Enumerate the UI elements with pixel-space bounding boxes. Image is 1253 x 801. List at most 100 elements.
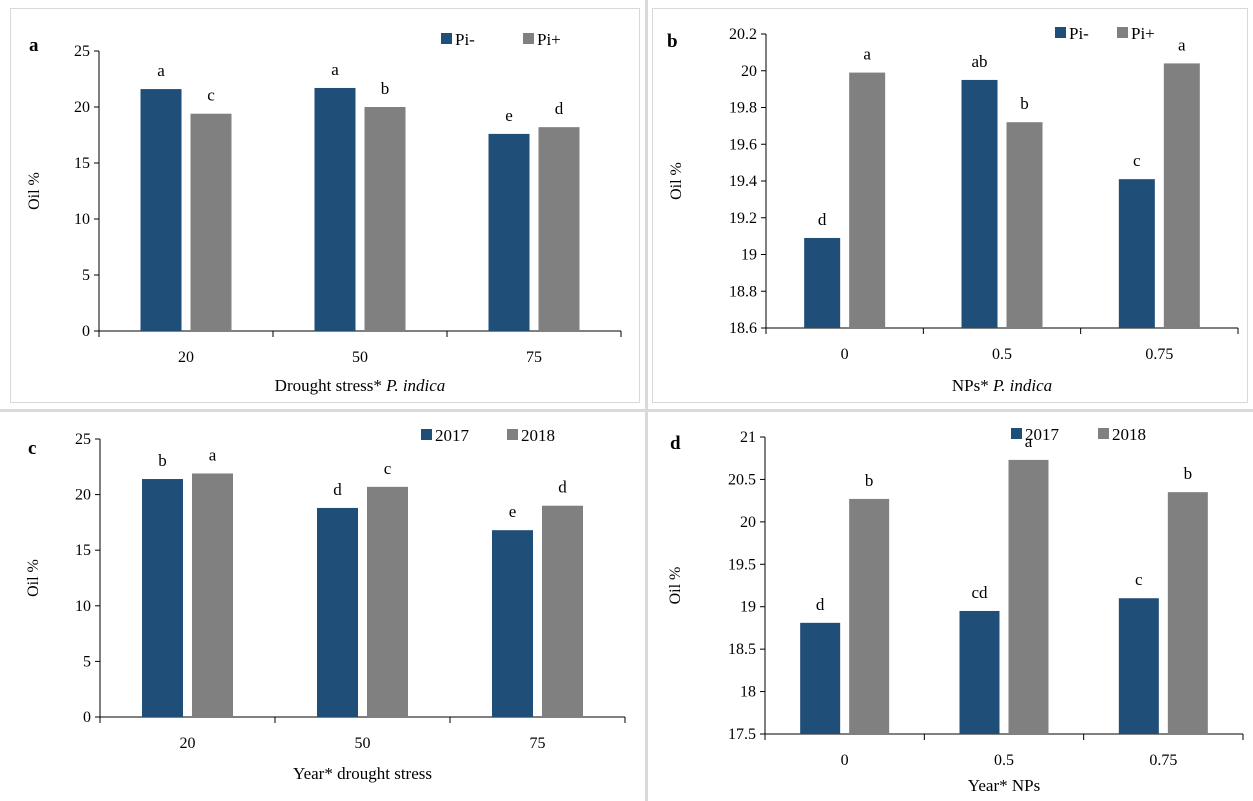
x-tick-label: 75 [530,735,546,752]
y-tick-label: 25 [75,431,91,448]
y-tick-label: 19 [740,599,756,616]
y-tick-label: 20.2 [729,26,757,43]
y-tick-label: 15 [75,542,91,559]
y-tick-label: 20 [741,63,757,80]
legend-entry: 2018 [1112,425,1146,444]
bar-Pi+ [1006,122,1043,328]
legend-entry: Pi+ [537,30,561,49]
y-tick-label: 19.6 [729,136,757,153]
legend-entry: Pi+ [1131,24,1155,43]
bar-2018 [1167,492,1208,734]
bar-significance-label: a [1178,35,1186,54]
bar-2018 [542,505,583,717]
bar-Pi- [488,133,530,331]
y-tick-label: 19.5 [728,556,756,573]
y-tick-label: 25 [74,43,90,60]
legend-swatch [1055,27,1066,38]
legend-swatch [1117,27,1128,38]
bar-significance-label: b [158,451,167,470]
legend-entry: Pi- [1069,24,1089,43]
y-tick-label: 20.5 [728,471,756,488]
legend-swatch [507,429,518,440]
bar-Pi+ [190,113,232,331]
x-tick-label: 0.75 [1145,346,1173,363]
bar-2018 [192,473,233,717]
y-tick-label: 5 [82,267,90,284]
bar-significance-label: c [384,459,392,478]
chart-d-svg: d 17.5 18 18.5 19 19.5 20 20.5 21 0 0.5 0.75 d cd c b a b… [667,425,1244,795]
bar-significance-label: a [331,60,339,79]
x-tick-label: 50 [352,349,368,366]
x-axis-label: Year* NPs [968,776,1040,795]
bar-2017 [959,610,1000,734]
y-tick-label: 18.6 [729,320,757,337]
y-tick-label: 18 [740,684,756,701]
panel-label: a [29,35,39,56]
x-axis-label: Year* drought stress [293,764,432,783]
bar-Pi+ [364,107,406,331]
bar-significance-label: d [816,595,825,614]
bar-significance-label: d [558,478,567,497]
y-tick-label: 10 [75,598,91,615]
y-axis-label: Oil % [26,172,43,210]
chart-b-svg: b 18.6 18.8 19 19.2 19.4 19.6 19.8 20 20.2 0 0.5 0.7… [667,24,1239,395]
bar-2018 [1008,459,1049,734]
x-tick-label: 0.5 [992,346,1012,363]
y-tick-label: 19 [741,247,757,264]
bar-significance-label: b [381,79,390,98]
bar-significance-label: c [1135,570,1143,589]
bar-significance-label: b [865,471,874,490]
bar-2017 [142,479,183,717]
bar-2017 [1118,598,1159,734]
legend-entry: 2017 [435,426,470,445]
bar-significance-label: d [333,480,342,499]
y-tick-label: 5 [83,653,91,670]
y-tick-label: 19.2 [729,210,757,227]
chart-panel-b: b 18.6 18.8 19 19.2 19.4 19.6 19.8 20 20.2 0 0.5 0.7… [652,8,1248,403]
bar-2017 [492,530,533,717]
x-tick-label: 0.75 [1149,752,1177,769]
bar-significance-label: b [1184,464,1193,483]
y-tick-label: 19.8 [729,100,757,117]
bar-2017 [317,507,358,717]
legend-entry: Pi- [455,30,475,49]
y-tick-label: 10 [74,211,90,228]
legend-swatch [1098,428,1109,439]
bar-2017 [800,622,841,734]
panel-label: c [28,438,36,459]
y-tick-label: 20 [740,514,756,531]
bar-significance-label: a [209,445,217,464]
chart-panel-c: c 0 5 10 15 20 25 20 50 75 b d e a c d 2017 2018 Oil % Year… [10,416,640,801]
bar-significance-label: ab [971,52,987,71]
x-tick-label: 75 [526,349,542,366]
bar-significance-label: c [1133,151,1141,170]
x-tick-label: 0 [841,752,849,769]
bar-Pi+ [1163,63,1200,329]
y-tick-label: 0 [83,709,91,726]
x-tick-label: 20 [180,735,196,752]
legend-swatch [441,33,452,44]
y-tick-label: 17.5 [728,726,756,743]
bar-significance-label: a [157,61,165,80]
horizontal-divider [0,409,1253,412]
chart-panel-d: d 17.5 18 18.5 19 19.5 20 20.5 21 0 0.5 0.75 d cd c b a b… [652,416,1248,801]
bar-Pi+ [849,72,886,329]
x-tick-label: 0 [841,346,849,363]
bar-significance-label: e [505,106,513,125]
legend-swatch [523,33,534,44]
x-tick-label: 50 [355,735,371,752]
chart-c-svg: c 0 5 10 15 20 25 20 50 75 b d e a c d 2017 2018 Oil % Year… [25,426,626,783]
bar-significance-label: c [207,86,215,105]
bar-Pi- [804,237,841,328]
y-axis-label: Oil % [668,162,685,200]
y-tick-label: 18.8 [729,283,757,300]
bar-Pi- [314,87,356,332]
chart-panel-a: a 0 5 10 15 20 25 20 50 75 a a e c b d Pi- Pi+ Oil % Drough… [10,8,640,403]
x-tick-label: 0.5 [994,752,1014,769]
bar-2018 [849,498,890,734]
panel-label: b [667,31,678,52]
y-tick-label: 20 [75,487,91,504]
chart-a-svg: a 0 5 10 15 20 25 20 50 75 a a e c b d Pi- Pi+ Oil % Drough… [26,30,622,395]
bar-Pi- [1118,179,1155,328]
y-tick-label: 0 [82,323,90,340]
